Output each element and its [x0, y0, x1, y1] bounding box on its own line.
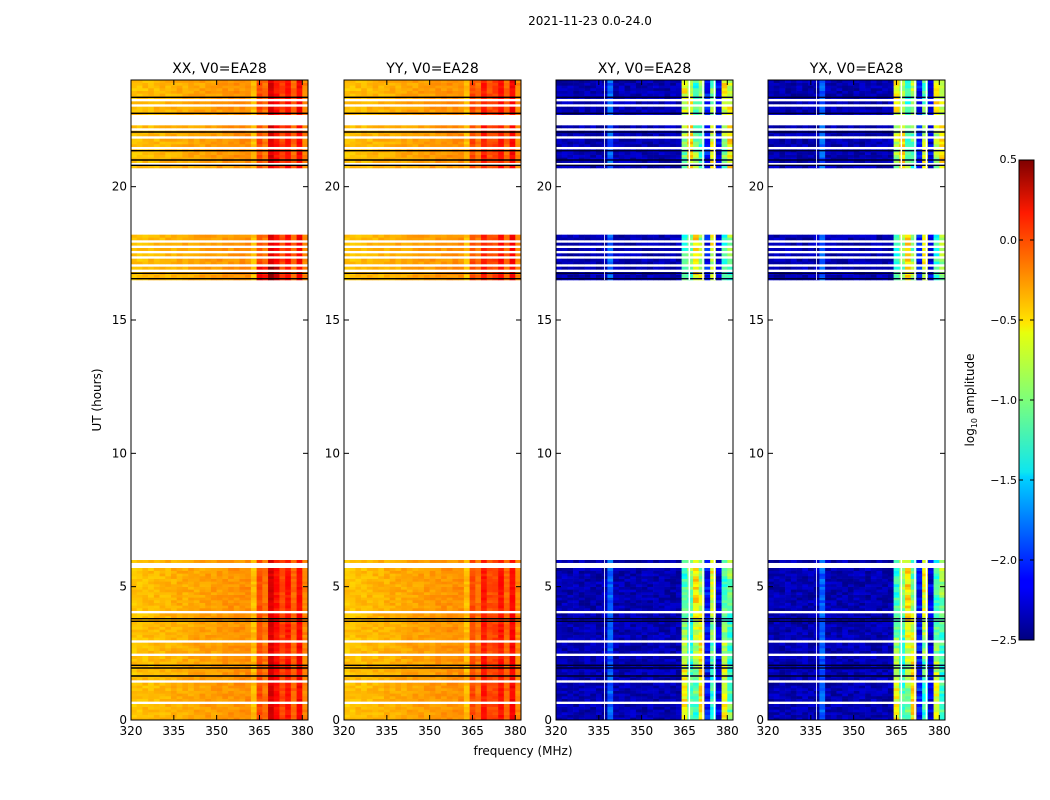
y-tick-label: 20 — [537, 180, 552, 194]
x-tick-label: 320 — [120, 724, 143, 738]
y-tick-label: 5 — [544, 580, 552, 594]
figure-suptitle: 2021-11-23 0.0-24.0 — [528, 14, 652, 28]
panel-title: XY, V0=EA28 — [598, 61, 692, 77]
x-tick-label: 335 — [162, 724, 185, 738]
y-tick-label: 5 — [119, 580, 127, 594]
panel-xy: XY, V0=EA28 320 335 350 365 380 0 5 10 15 20 — [537, 61, 739, 738]
heatmap-xx — [131, 80, 309, 721]
x-tick-label: 350 — [205, 724, 228, 738]
plot-frame — [767, 79, 946, 721]
y-axis-label: UT (hours) — [90, 368, 104, 431]
x-tick-label: 320 — [545, 724, 568, 738]
x-tick-label: 320 — [757, 724, 780, 738]
y-tick-label: 0 — [332, 713, 340, 727]
y-tick-label: 15 — [112, 313, 127, 327]
heatmap-xy — [556, 80, 734, 721]
x-tick-label: 335 — [799, 724, 822, 738]
x-tick-label: 365 — [673, 724, 696, 738]
y-tick-label: 15 — [537, 313, 552, 327]
colorbar-tick-label: −2.0 — [990, 554, 1017, 567]
x-tick-label: 380 — [928, 724, 951, 738]
panel-title: YX, V0=EA28 — [809, 61, 904, 77]
x-tick-label: 320 — [333, 724, 356, 738]
x-tick-label: 380 — [716, 724, 739, 738]
colorbar-tick-label: −0.5 — [990, 314, 1017, 327]
y-tick-label: 10 — [325, 446, 340, 460]
y-tick-label: 20 — [325, 180, 340, 194]
colorbar-tick-label: −1.0 — [990, 394, 1017, 407]
plot-frame — [130, 79, 309, 721]
x-axis-label: frequency (MHz) — [473, 744, 572, 758]
y-tick-label: 0 — [544, 713, 552, 727]
y-tick-label: 20 — [749, 180, 764, 194]
plot-frame — [343, 79, 522, 721]
y-tick-label: 15 — [749, 313, 764, 327]
x-tick-label: 335 — [375, 724, 398, 738]
x-tick-label: 350 — [842, 724, 865, 738]
x-tick-label: 365 — [885, 724, 908, 738]
x-tick-label: 365 — [461, 724, 484, 738]
y-tick-label: 10 — [749, 446, 764, 460]
y-tick-label: 0 — [119, 713, 127, 727]
colorbar-tick-label: 0.0 — [1000, 234, 1018, 247]
y-tick-label: 5 — [332, 580, 340, 594]
colorbar-tick-label: −2.5 — [990, 634, 1017, 647]
plot-frame — [555, 79, 734, 721]
x-tick-label: 380 — [504, 724, 527, 738]
y-tick-label: 20 — [112, 180, 127, 194]
panel-title: YY, V0=EA28 — [385, 61, 478, 77]
panel-title: XX, V0=EA28 — [172, 61, 267, 77]
colorbar-tick-label: −1.5 — [990, 474, 1017, 487]
y-tick-label: 10 — [537, 446, 552, 460]
y-tick-label: 10 — [112, 446, 127, 460]
x-tick-label: 350 — [630, 724, 653, 738]
panel-xx: XX, V0=EA28 320 335 350 365 380 0 5 10 15 20 UT (ho… — [90, 61, 314, 738]
heatmap-yy — [344, 80, 522, 721]
colorbar-label: log10 amplitude — [963, 354, 979, 447]
colorbar-tick-label: 0.5 — [1000, 153, 1018, 166]
heatmap-yx — [768, 80, 946, 721]
panel-yx: YX, V0=EA28 320 335 350 365 380 0 5 10 15 20 — [749, 61, 951, 738]
y-tick-label: 0 — [756, 713, 764, 727]
x-tick-label: 380 — [291, 724, 314, 738]
x-tick-label: 365 — [248, 724, 271, 738]
panel-yy: YY, V0=EA28 320 335 350 365 380 0 5 10 15 20 freque… — [325, 61, 573, 758]
x-tick-label: 350 — [418, 724, 441, 738]
y-tick-label: 15 — [325, 313, 340, 327]
y-tick-label: 5 — [756, 580, 764, 594]
x-tick-label: 335 — [587, 724, 610, 738]
